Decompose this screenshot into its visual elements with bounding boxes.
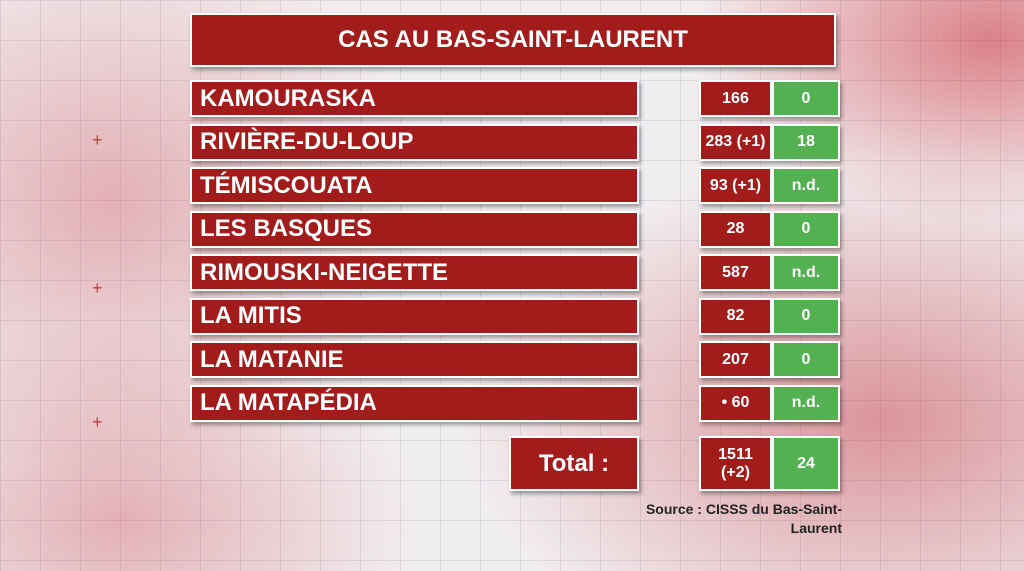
title: CAS AU BAS-SAINT-LAURENT — [190, 13, 836, 67]
recovered: n.d. — [772, 167, 840, 204]
recovered: 0 — [772, 80, 840, 117]
decor: + — [92, 130, 103, 150]
region-name: LA MATAPÉDIA — [190, 384, 639, 422]
cases: 82 — [699, 297, 772, 335]
recovered: n.d. — [772, 384, 840, 422]
region-name: LES BASQUES — [190, 210, 639, 248]
cases: 283 (+1) — [699, 123, 772, 161]
region-name: RIMOUSKI-NEIGETTE — [190, 254, 639, 291]
cases: 166 — [699, 80, 772, 117]
recovered: 18 — [772, 123, 840, 161]
region-name: RIVIÈRE-DU-LOUP — [190, 123, 639, 161]
cases: 207 — [699, 341, 772, 378]
recovered: 0 — [772, 297, 840, 335]
cases: 28 — [699, 210, 772, 248]
total-recovered: 24 — [772, 436, 840, 491]
total-label: Total : — [509, 436, 639, 491]
region-name: LA MATANIE — [190, 341, 639, 378]
cases: • 60 — [699, 384, 772, 422]
recovered: 0 — [772, 210, 840, 248]
total-cases: 1511 (+2) — [699, 436, 772, 491]
decor: + — [92, 278, 103, 298]
cases: 587 — [699, 254, 772, 291]
region-name: TÉMISCOUATA — [190, 167, 639, 204]
recovered: 0 — [772, 341, 840, 378]
source: Source : CISSS du Bas-Saint-Laurent — [645, 501, 842, 536]
cases: 93 (+1) — [699, 167, 772, 204]
recovered: n.d. — [772, 254, 840, 291]
region-name: LA MITIS — [190, 297, 639, 335]
region-name: KAMOURASKA — [190, 80, 639, 117]
decor: + — [92, 412, 103, 432]
